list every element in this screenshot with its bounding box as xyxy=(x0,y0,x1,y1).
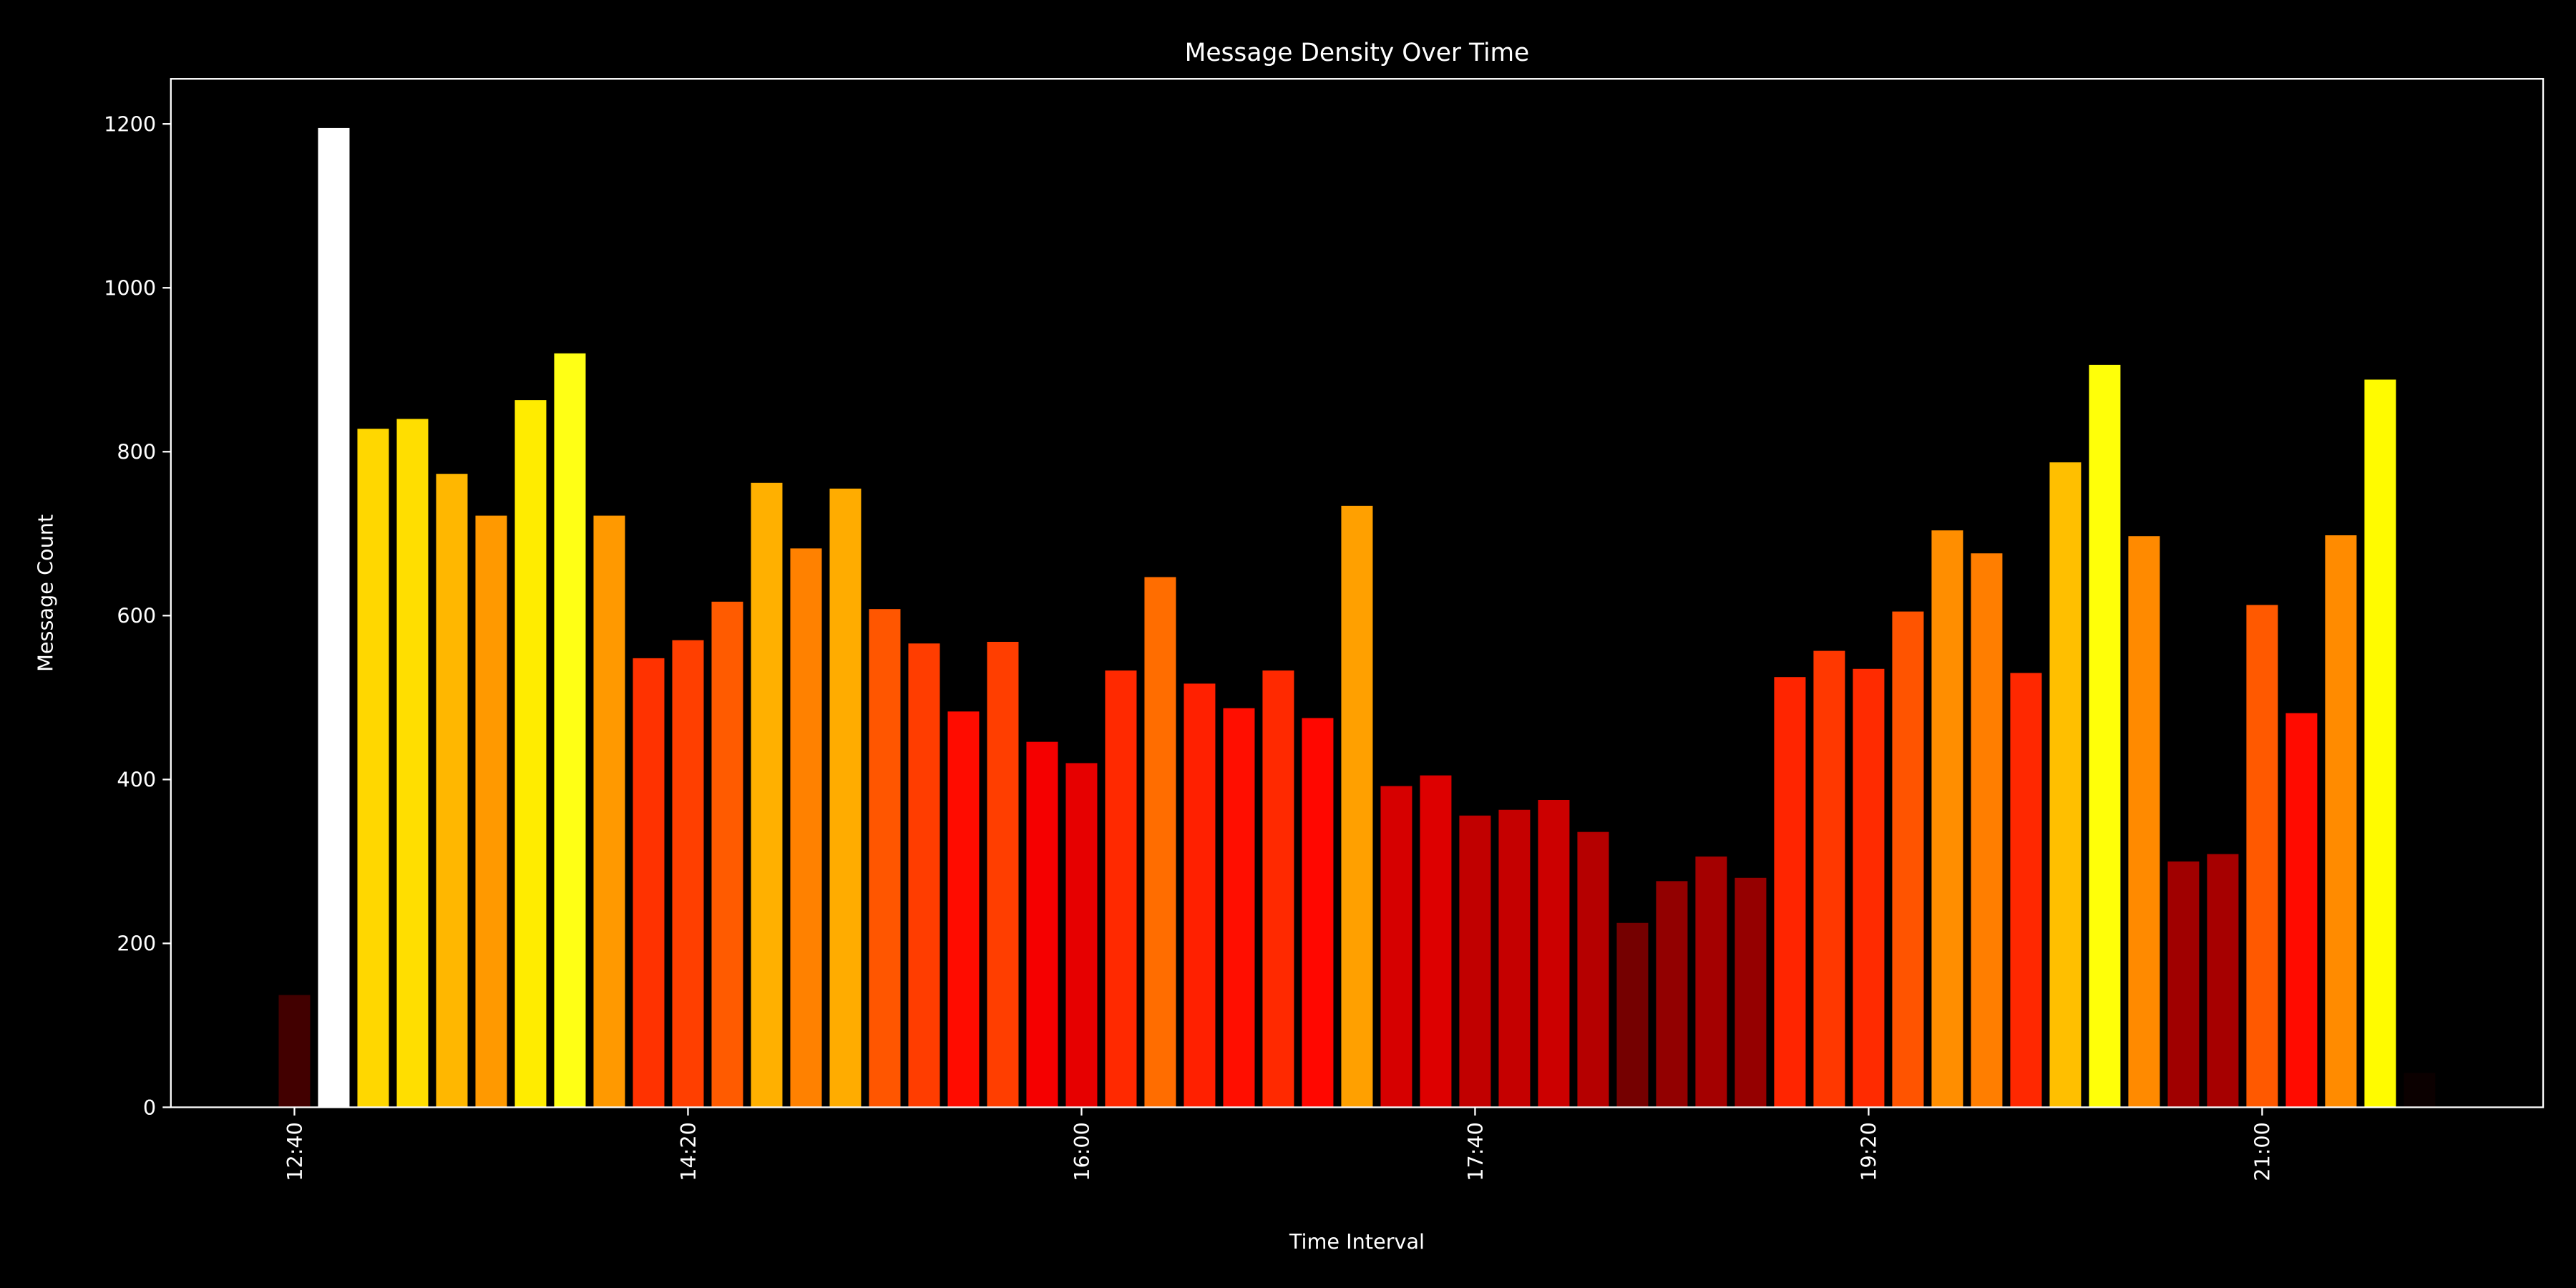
bar xyxy=(1262,670,1294,1108)
x-tick-label: 12:40 xyxy=(283,1122,307,1181)
bar xyxy=(1498,809,1531,1108)
bar xyxy=(1735,877,1767,1108)
bar xyxy=(436,474,468,1108)
bar xyxy=(1105,670,1137,1108)
bar xyxy=(554,353,586,1108)
bar xyxy=(1341,505,1373,1108)
bar xyxy=(2285,713,2318,1108)
bar xyxy=(2404,1073,2436,1108)
y-tick-label: 1000 xyxy=(104,276,156,301)
bar xyxy=(1026,741,1058,1108)
bar xyxy=(357,429,389,1108)
y-tick-label: 600 xyxy=(117,604,156,628)
x-axis-label: Time Interval xyxy=(1289,1229,1425,1254)
bar xyxy=(633,658,665,1108)
bar xyxy=(1538,799,1570,1108)
x-tick-label: 17:40 xyxy=(1463,1122,1488,1181)
bar xyxy=(1144,577,1176,1108)
bar xyxy=(790,548,822,1108)
bar xyxy=(2325,535,2357,1108)
bar xyxy=(2089,364,2121,1108)
bar xyxy=(1971,553,2003,1108)
bar xyxy=(1853,668,1885,1108)
bar xyxy=(1459,815,1491,1108)
bar xyxy=(1223,708,1255,1108)
bar xyxy=(2167,861,2200,1108)
chart-title: Message Density Over Time xyxy=(1185,39,1530,67)
y-tick-label: 0 xyxy=(143,1096,156,1120)
bar xyxy=(278,995,311,1108)
bar xyxy=(2207,854,2239,1108)
y-tick-label: 800 xyxy=(117,440,156,464)
bar xyxy=(1380,786,1413,1108)
x-tick-label: 21:00 xyxy=(2250,1122,2275,1181)
bar xyxy=(1892,611,1924,1108)
x-tick-label: 14:20 xyxy=(676,1122,701,1181)
bar xyxy=(751,482,783,1108)
bar xyxy=(2049,462,2082,1108)
bar xyxy=(1774,677,1806,1108)
bar xyxy=(947,711,980,1108)
bar xyxy=(1931,530,1963,1108)
bar xyxy=(1065,763,1098,1108)
bar xyxy=(1616,922,1649,1108)
bar xyxy=(593,515,625,1108)
bar xyxy=(829,488,862,1108)
y-axis-label: Message Count xyxy=(33,514,57,672)
bar xyxy=(2246,605,2278,1108)
bar xyxy=(1577,831,1609,1108)
plot-frame xyxy=(170,78,2545,1108)
bar xyxy=(1420,775,1452,1108)
bar xyxy=(869,609,901,1108)
bar xyxy=(987,641,1019,1108)
bar xyxy=(514,400,547,1108)
bar xyxy=(711,601,743,1108)
bar xyxy=(1695,857,1727,1108)
bar xyxy=(396,419,429,1108)
bar xyxy=(318,127,350,1108)
x-tick-label: 16:00 xyxy=(1070,1122,1094,1181)
bar xyxy=(1302,718,1334,1108)
bar xyxy=(475,515,507,1108)
bar xyxy=(1813,650,1845,1108)
bar xyxy=(1656,881,1688,1108)
y-tick-label: 400 xyxy=(117,768,156,792)
bar xyxy=(672,640,704,1108)
bar xyxy=(2364,379,2396,1108)
y-tick-label: 1200 xyxy=(104,112,156,137)
bar xyxy=(908,643,940,1108)
bar xyxy=(2010,673,2042,1108)
x-tick-label: 19:20 xyxy=(1857,1122,1881,1181)
bar xyxy=(1184,683,1216,1108)
y-tick-label: 200 xyxy=(117,932,156,956)
bar xyxy=(2128,536,2160,1108)
